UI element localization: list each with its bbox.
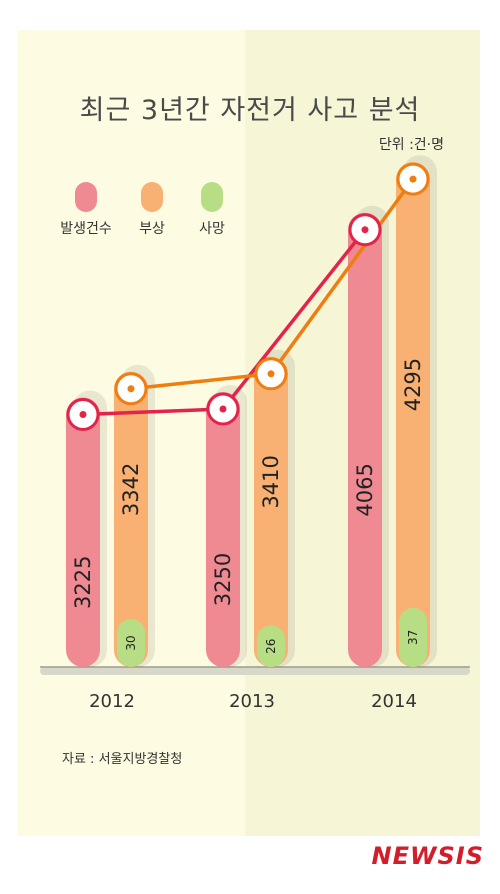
bar-accidents-2013 [206, 392, 240, 667]
legend-label-injuries: 부상 [139, 221, 165, 237]
floor-shadow [40, 667, 470, 675]
marker-dot-injuries-2014 [409, 175, 417, 183]
bar-deaths-2013 [257, 625, 285, 667]
marker-dot-accidents-2012 [79, 411, 87, 418]
data-label-injuries-2013: 3410 [259, 455, 283, 508]
bar-accidents-2014 [348, 212, 382, 667]
data-label-accidents-2013: 3250 [211, 553, 235, 606]
legend: 발생건수 부상 사망 [54, 182, 254, 252]
bar-injuries-2014 [396, 162, 430, 667]
marker-dot-accidents-2013 [219, 405, 227, 413]
bar-deaths-2014 [399, 607, 427, 667]
legend-label-deaths: 사망 [199, 221, 225, 237]
x-tick-2013: 2013 [229, 691, 275, 712]
legend-item-accidents: 발생건수 [54, 182, 118, 238]
data-label-deaths-2013: 26 [264, 639, 278, 654]
x-tick-2014: 2014 [371, 691, 417, 712]
chart-title: 최근 3년간 자전거 사고 분석 [79, 95, 421, 126]
data-label-deaths-2012: 30 [124, 635, 138, 650]
data-label-deaths-2014: 37 [406, 630, 420, 645]
marker-dot-accidents-2014 [361, 226, 369, 234]
marker-dot-injuries-2013 [267, 370, 275, 378]
bar-deaths-2012 [117, 619, 145, 667]
x-tick-2012: 2012 [89, 691, 135, 712]
bar-accidents-2012 [66, 397, 100, 667]
bar-injuries-2012 [114, 371, 148, 667]
data-label-accidents-2014: 4065 [353, 463, 377, 516]
legend-item-injuries: 부상 [120, 182, 184, 238]
newsis-logo: NEWSIS [371, 842, 484, 870]
marker-dot-injuries-2012 [127, 385, 135, 393]
bar-injuries-2013 [254, 356, 288, 667]
unit-label: 단위 :건·명 [378, 137, 444, 153]
data-label-injuries-2012: 3342 [119, 463, 143, 516]
legend-label-accidents: 발생건수 [60, 221, 112, 237]
legend-swatch-injuries [141, 182, 163, 212]
source-note: 자료 : 서울지방경찰청 [62, 752, 183, 767]
legend-item-deaths: 사망 [180, 182, 244, 238]
data-label-injuries-2014: 4295 [401, 358, 425, 411]
legend-swatch-accidents [75, 182, 97, 212]
legend-swatch-deaths [201, 182, 223, 212]
data-label-accidents-2012: 3225 [71, 556, 95, 609]
